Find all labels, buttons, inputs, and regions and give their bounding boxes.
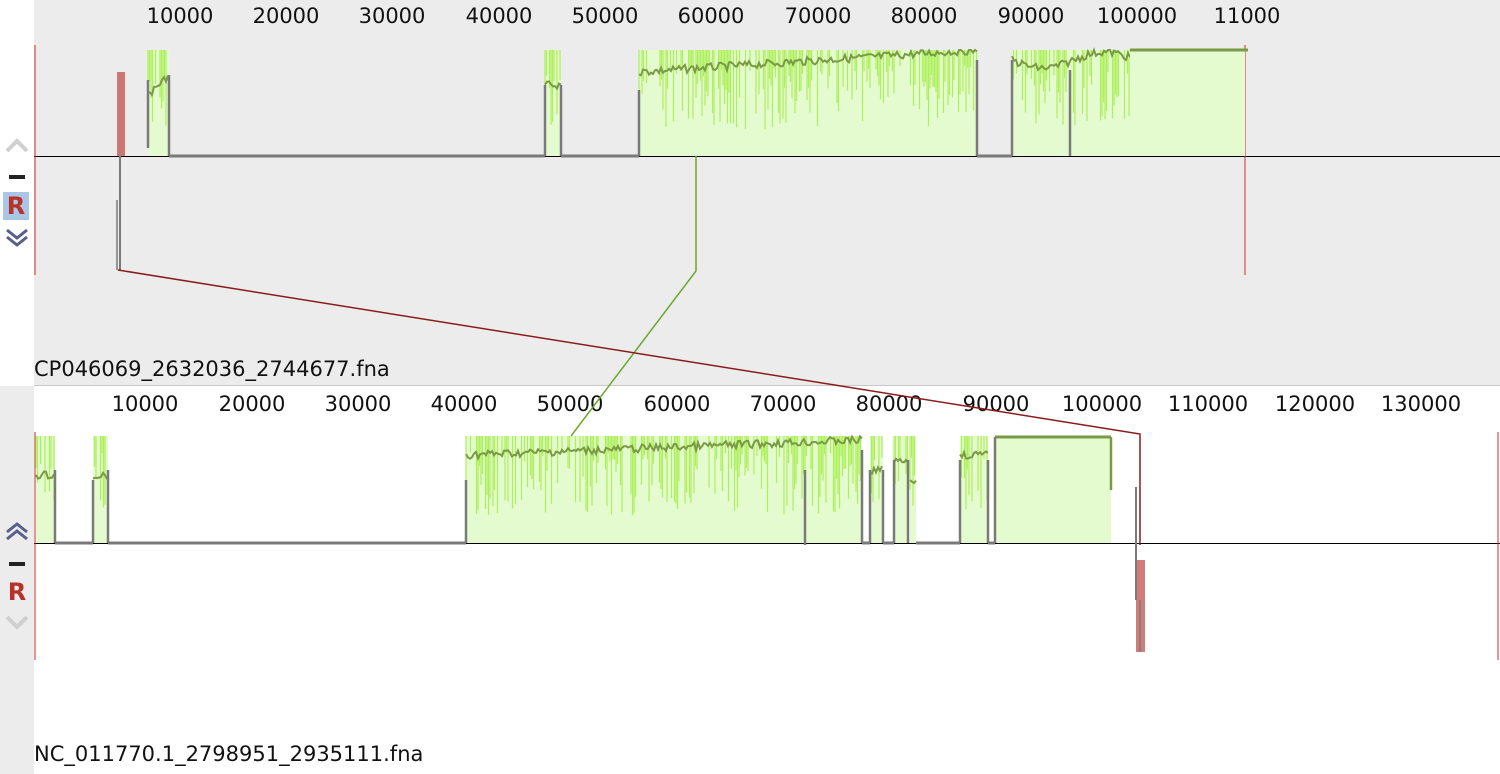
tick-label: 10000 [111,392,179,416]
chevron-down-icon [5,615,29,630]
shift-down-button[interactable] [0,226,34,250]
tick-label: 20000 [252,4,320,28]
genome-1-controls: R [0,0,34,386]
tick-label: 90000 [962,392,1030,416]
genome-panel-2[interactable]: 10000 20000 30000 40000 50000 60000 70000 80000… [34,386,1500,774]
tick-label: 11000 [1213,4,1281,28]
genome-panel-1[interactable]: 10000 20000 30000 40000 50000 60000 70000 80000… [34,0,1500,386]
chevron-down-icon [6,228,28,247]
tick-label: 10000 [146,4,214,28]
tick-label: 30000 [324,392,392,416]
tick-label: 40000 [465,4,533,28]
reverse-label: R [3,192,29,220]
chevron-up-icon [6,522,28,541]
panel-divider [34,385,1500,386]
tick-label: 70000 [784,4,852,28]
shift-down-button[interactable] [0,612,34,634]
tick-label: 100000 [1061,392,1143,416]
tick-label: 80000 [855,392,923,416]
hide-button[interactable] [0,554,34,572]
shift-up-button[interactable] [0,520,34,544]
tick-label: 30000 [358,4,426,28]
chevron-up-icon [5,138,29,153]
genome-name: NC_011770.1_2798951_2935111.fna [34,742,424,766]
tick-label: 90000 [997,4,1065,28]
minus-icon [9,562,25,566]
genome-name: CP046069_2632036_2744677.fna [34,357,390,381]
shift-up-button[interactable] [0,134,34,156]
tick-label: 110000 [1167,392,1249,416]
tick-label: 20000 [218,392,286,416]
tick-label: 120000 [1274,392,1356,416]
tick-label: 100000 [1096,4,1178,28]
tick-label: 60000 [677,4,745,28]
reverse-button[interactable]: R [0,578,34,606]
tick-label: 130000 [1380,392,1462,416]
reverse-label: R [7,578,27,606]
tick-label: 70000 [749,392,817,416]
reverse-button[interactable]: R [0,192,34,220]
tick-label: 50000 [536,392,604,416]
tick-label: 40000 [430,392,498,416]
tick-label: 60000 [643,392,711,416]
genome-2-controls: R [0,386,34,774]
minus-icon [9,175,25,179]
tick-label: 50000 [571,4,639,28]
tick-label: 80000 [890,4,958,28]
hide-button[interactable] [0,168,34,186]
